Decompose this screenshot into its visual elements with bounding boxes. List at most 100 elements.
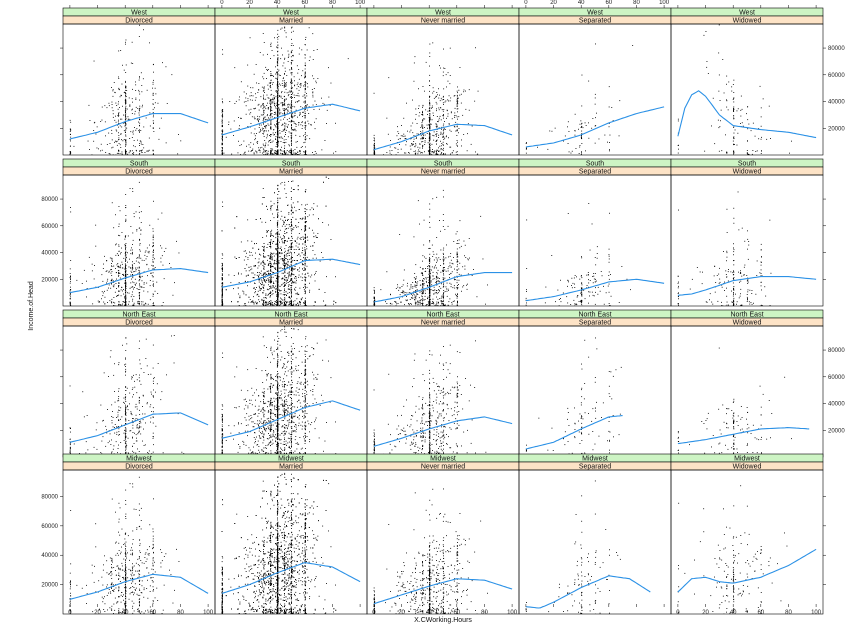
data-point — [124, 297, 126, 299]
data-point — [263, 112, 265, 114]
data-point — [279, 130, 281, 131]
data-point — [137, 139, 138, 141]
data-point — [127, 252, 128, 254]
data-point — [420, 127, 422, 128]
data-point — [126, 108, 128, 110]
data-point — [264, 126, 266, 128]
data-point — [284, 95, 285, 97]
data-point — [312, 59, 314, 60]
data-point — [290, 301, 292, 303]
data-point — [373, 145, 375, 147]
data-point — [223, 152, 225, 154]
data-point — [290, 257, 292, 259]
data-point — [292, 30, 294, 32]
data-point — [276, 123, 277, 125]
data-point — [282, 259, 284, 261]
data-point — [417, 146, 419, 148]
data-point — [268, 303, 269, 305]
data-point — [291, 115, 293, 116]
data-point — [429, 65, 430, 67]
data-point — [69, 151, 71, 152]
data-point — [429, 150, 431, 152]
data-point — [267, 152, 269, 154]
data-point — [260, 114, 262, 116]
data-point — [270, 128, 272, 130]
data-point — [101, 291, 103, 293]
data-point — [328, 178, 330, 179]
data-point — [445, 100, 447, 102]
data-point — [101, 149, 103, 151]
data-point — [130, 249, 132, 251]
data-point — [276, 133, 278, 135]
data-point — [283, 264, 285, 266]
data-point — [263, 42, 265, 43]
data-point — [131, 98, 133, 100]
data-point — [122, 303, 123, 305]
data-point — [133, 154, 135, 155]
data-point — [289, 303, 291, 304]
data-point — [276, 248, 278, 249]
data-point — [760, 153, 762, 154]
data-point — [269, 280, 271, 282]
data-point — [304, 154, 306, 155]
data-point — [447, 115, 449, 117]
data-point — [93, 130, 95, 131]
data-point — [268, 117, 269, 119]
data-point — [262, 286, 264, 288]
data-point — [282, 78, 284, 79]
data-point — [457, 108, 459, 110]
data-point — [281, 298, 282, 300]
data-point — [277, 58, 279, 59]
data-point — [289, 288, 291, 290]
data-point — [135, 99, 137, 100]
data-point — [221, 285, 223, 287]
data-point — [69, 119, 71, 121]
data-point — [113, 282, 115, 283]
data-point — [258, 265, 260, 267]
data-point — [267, 264, 269, 266]
data-point — [265, 127, 267, 129]
data-point — [286, 224, 288, 226]
data-point — [277, 204, 279, 206]
data-point — [114, 92, 116, 94]
data-point — [373, 134, 375, 136]
data-point — [277, 106, 278, 108]
data-point — [471, 125, 473, 127]
data-point — [277, 95, 279, 97]
scatter-points — [221, 26, 349, 155]
data-point — [329, 104, 331, 106]
data-point — [279, 132, 281, 134]
data-point — [588, 122, 589, 124]
data-point — [125, 39, 127, 41]
data-point — [304, 134, 306, 135]
data-point — [287, 259, 288, 261]
data-point — [256, 243, 257, 244]
data-point — [733, 144, 734, 146]
data-point — [457, 97, 459, 99]
data-point — [429, 113, 431, 114]
data-point — [69, 293, 71, 295]
data-point — [413, 143, 414, 145]
data-point — [419, 112, 421, 114]
data-point — [289, 297, 291, 299]
data-point — [136, 229, 138, 230]
data-point — [415, 114, 417, 115]
data-point — [299, 287, 301, 289]
data-point — [251, 116, 253, 118]
data-point — [277, 126, 279, 128]
data-point — [125, 94, 126, 96]
data-point — [285, 109, 287, 110]
data-point — [133, 305, 135, 306]
data-point — [290, 287, 292, 289]
data-point — [312, 92, 314, 94]
data-point — [432, 151, 434, 153]
data-point — [733, 111, 734, 112]
data-point — [125, 99, 127, 101]
data-point — [282, 153, 283, 155]
data-point — [134, 146, 136, 148]
data-point — [294, 80, 295, 82]
data-point — [422, 134, 424, 135]
data-point — [277, 109, 278, 111]
data-point — [254, 135, 256, 137]
data-point — [298, 274, 300, 276]
